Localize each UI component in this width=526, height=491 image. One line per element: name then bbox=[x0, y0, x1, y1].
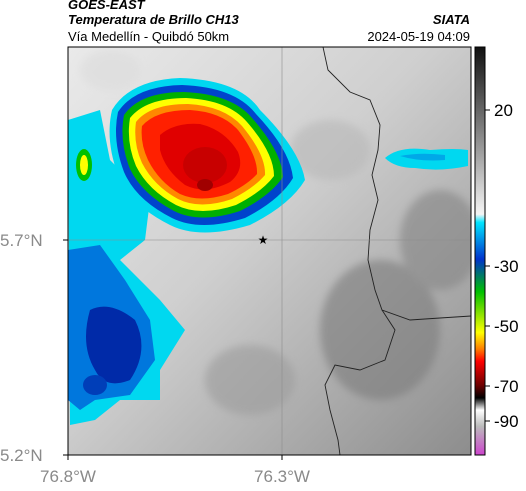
lon-tick-label: 76.8°W bbox=[40, 467, 96, 486]
lat-tick-label: 5.2°N bbox=[0, 446, 43, 465]
product-title: Temperatura de Brillo CH13 bbox=[68, 12, 239, 27]
lon-tick-label: 76.3°W bbox=[254, 467, 310, 486]
brightness-temperature-field bbox=[68, 47, 471, 455]
colorbar-tick-label: -30 bbox=[494, 257, 519, 276]
colorbar-tick-label: -70 bbox=[494, 377, 519, 396]
star-icon: ★ bbox=[258, 233, 269, 247]
satellite-title: GOES-EAST bbox=[68, 0, 145, 12]
lat-tick-label: 5.7°N bbox=[0, 231, 43, 250]
location-subtitle: Vía Medellín - Quibdó 50km bbox=[68, 29, 230, 44]
colorbar-tick-label: -90 bbox=[494, 412, 519, 431]
organization-label: SIATA bbox=[432, 12, 470, 27]
colorbar-tick-label: -50 bbox=[494, 317, 519, 336]
map-frame bbox=[67, 46, 472, 456]
colorbar: 20 -30 -50 -70 -90 bbox=[474, 46, 519, 456]
colorbar-tick-label: 20 bbox=[494, 101, 513, 120]
timestamp-label: 2024-05-19 04:09 bbox=[367, 29, 470, 44]
